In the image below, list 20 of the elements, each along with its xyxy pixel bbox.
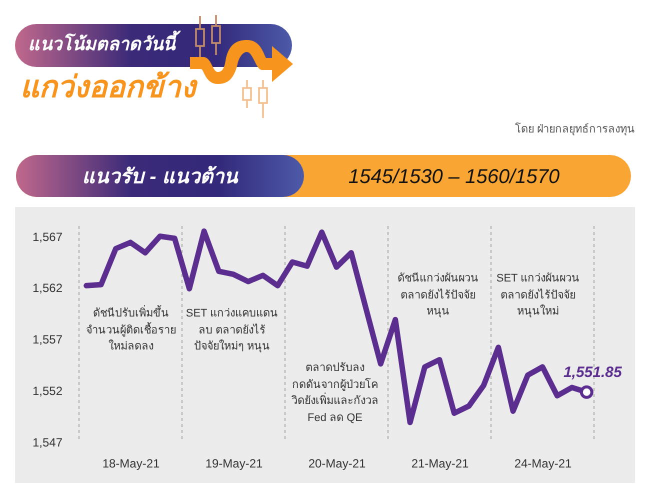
text: โดย ฝ่ายกลยุทธ์การลงทุน bbox=[514, 123, 635, 137]
x-tick-label: 21-May-21 bbox=[411, 456, 470, 470]
x-tick-label: 18-May-21 bbox=[102, 456, 160, 470]
data-label: 1,551.85 bbox=[563, 364, 622, 382]
y-tick-label: 1,557 bbox=[32, 332, 63, 347]
annotation: ตลาดปรับลง กดดันจากผู้ป่วยโค วิดยังเพิ่มและกังวล Fed ลด QE bbox=[292, 361, 378, 426]
y-tick-label: 1,562 bbox=[32, 281, 63, 296]
text: แนวรับ - แนวต้าน bbox=[82, 165, 238, 189]
x-tick-label: 24-May-21 bbox=[514, 456, 572, 470]
text: 1545/1530 – 1560/1570 bbox=[348, 165, 560, 189]
y-tick-label: 1,547 bbox=[32, 436, 63, 450]
annotation: ดัชนีแกว่งผันผวน ตลาดยังไร้ปัจจัย หนุน bbox=[398, 271, 478, 320]
annotation: ดัชนีปรับเพิ่มขึ้น จำนวนผู้ติดเชื้อราย ใหม่ลดลง bbox=[86, 305, 176, 354]
x-tick-label: 20-May-21 bbox=[308, 456, 366, 470]
annotation: SET แกว่งแคบแดน ลบ ตลาดยังไร้ ปัจจัยใหม่ๆ หนุน bbox=[186, 306, 278, 354]
chart-subtitle: แกว่งออกข้าง bbox=[20, 70, 196, 106]
y-tick-label: 1,567 bbox=[32, 230, 63, 244]
annotation: SET แกว่งผันผวน ตลาดยังไร้ปัจจัย หนุนใหม่ bbox=[496, 271, 580, 320]
y-tick-label: 1,552 bbox=[32, 384, 63, 398]
x-tick-label: 19-May-21 bbox=[205, 456, 264, 470]
